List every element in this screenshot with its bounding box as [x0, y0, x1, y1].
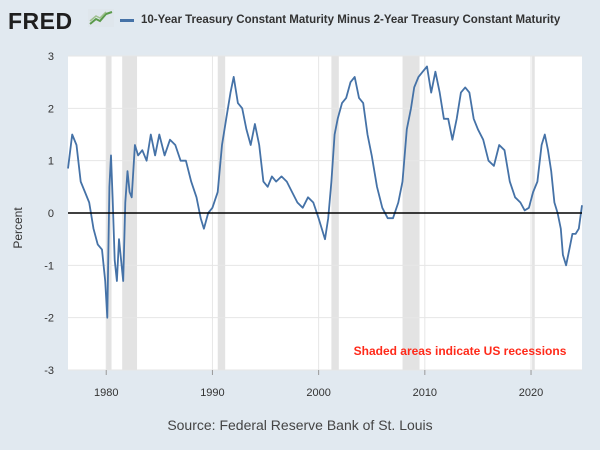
y-tick-label: 0	[48, 208, 54, 220]
y-tick-label: -1	[44, 260, 54, 272]
recession-note: Shaded areas indicate US recessions	[354, 344, 567, 358]
x-tick-label: 1980	[94, 387, 118, 399]
fred-logo[interactable]: FRED	[8, 8, 73, 34]
series-line	[67, 65, 583, 319]
x-tick-label: 2010	[413, 387, 437, 399]
line-chart-icon	[88, 9, 114, 27]
y-tick-label: -2	[44, 313, 54, 325]
y-tick-label: 3	[48, 51, 54, 63]
y-tick-label: 2	[48, 103, 54, 115]
legend-series-label[interactable]: 10-Year Treasury Constant Maturity Minus…	[141, 14, 561, 26]
y-tick-label: -3	[44, 365, 54, 377]
x-tick-label: 2020	[519, 387, 543, 399]
x-tick-label: 2000	[306, 387, 330, 399]
x-tick-label: 1990	[200, 387, 224, 399]
legend-series-swatch	[120, 19, 134, 22]
source-note: Source: Federal Reserve Bank of St. Loui…	[167, 417, 433, 433]
y-tick-label: 1	[48, 156, 54, 168]
